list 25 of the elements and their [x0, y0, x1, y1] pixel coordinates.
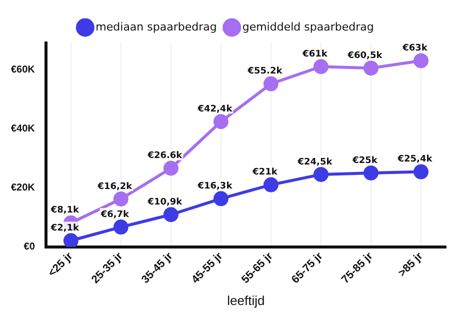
- data-label: €21k: [252, 168, 278, 178]
- y-tick-label: €0: [24, 242, 36, 253]
- data-label: €25k: [352, 156, 378, 166]
- data-label: €6,7k: [100, 210, 130, 220]
- data-label: €25,4k: [396, 154, 434, 165]
- y-tick-label: €40K: [11, 123, 36, 134]
- data-label: €61k: [302, 49, 328, 60]
- data-label: €24,5k: [296, 157, 334, 168]
- data-label: €26.6k: [146, 151, 184, 162]
- legend-label: mediaan spaarbedrag: [96, 20, 217, 34]
- data-label: €60,5k: [346, 50, 384, 61]
- data-label: €16,3k: [196, 182, 234, 192]
- data-label: €63k: [402, 44, 428, 54]
- data-label: €16,2k: [96, 182, 134, 192]
- data-label: €55.2k: [246, 66, 284, 77]
- data-label: €2,1k: [50, 223, 80, 234]
- data-label: €10,9k: [146, 197, 184, 208]
- data-label: €8,1k: [50, 206, 80, 216]
- x-tick-label: <25 jr: [46, 250, 76, 280]
- data-label: €42,4k: [196, 104, 234, 114]
- x-tick-label: >85 jr: [396, 250, 426, 280]
- x-axis-title: leeftijd: [227, 292, 265, 308]
- y-tick-label: €60K: [11, 64, 36, 76]
- y-tick-label: €20K: [11, 182, 36, 194]
- legend-label: gemiddeld spaarbedrag: [242, 20, 374, 34]
